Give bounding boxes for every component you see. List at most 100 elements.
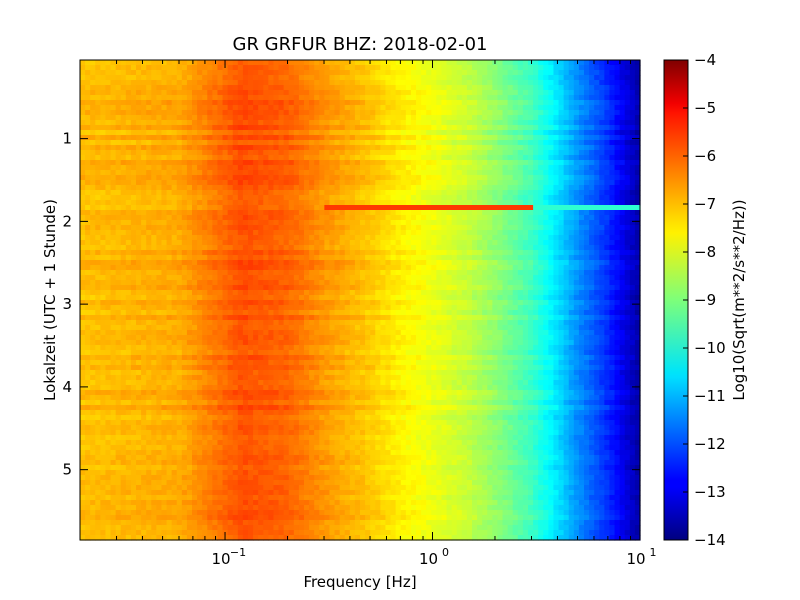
heatmap-cell bbox=[298, 190, 305, 196]
heatmap-cell bbox=[589, 115, 595, 121]
heatmap-cell bbox=[548, 195, 555, 201]
heatmap-cell bbox=[436, 235, 443, 241]
heatmap-cell bbox=[568, 220, 575, 226]
heatmap-cell bbox=[248, 120, 254, 126]
heatmap-cell bbox=[90, 120, 96, 126]
heatmap-cell bbox=[171, 265, 178, 271]
heatmap-cell bbox=[125, 235, 132, 241]
heatmap-cell bbox=[212, 95, 219, 101]
heatmap-cell bbox=[589, 205, 595, 211]
heatmap-cell bbox=[466, 65, 473, 71]
heatmap-cell bbox=[553, 225, 560, 231]
heatmap-cell bbox=[426, 140, 432, 146]
heatmap-cell bbox=[573, 100, 580, 106]
heatmap-cell bbox=[451, 250, 458, 256]
heatmap-cell bbox=[227, 65, 234, 71]
heatmap-cell bbox=[512, 255, 519, 261]
heatmap-cell bbox=[354, 150, 361, 156]
heatmap-cell bbox=[146, 115, 152, 121]
heatmap-cell bbox=[115, 190, 122, 196]
heatmap-cell bbox=[202, 115, 208, 121]
heatmap-cell bbox=[120, 210, 127, 216]
heatmap-cell bbox=[329, 170, 336, 176]
heatmap-cell bbox=[125, 125, 132, 131]
heatmap-cell bbox=[217, 190, 224, 196]
heatmap-cell bbox=[477, 220, 483, 226]
heatmap-cell bbox=[105, 170, 112, 176]
heatmap-cell bbox=[222, 255, 229, 261]
heatmap-cell bbox=[466, 230, 473, 236]
heatmap-cell bbox=[207, 200, 213, 206]
heatmap-cell bbox=[584, 275, 590, 281]
heatmap-cell bbox=[273, 225, 280, 231]
heatmap-cell bbox=[339, 180, 346, 186]
heatmap-cell bbox=[349, 205, 356, 211]
heatmap-cell bbox=[568, 80, 575, 86]
heatmap-cell bbox=[390, 140, 397, 146]
heatmap-cell bbox=[95, 285, 101, 291]
heatmap-cell bbox=[181, 130, 188, 136]
heatmap-cell bbox=[166, 150, 173, 156]
heatmap-cell bbox=[553, 230, 560, 236]
heatmap-cell bbox=[95, 135, 101, 141]
heatmap-cell bbox=[181, 70, 188, 76]
heatmap-cell bbox=[90, 135, 96, 141]
heatmap-cell bbox=[202, 135, 208, 141]
heatmap-cell bbox=[146, 75, 152, 81]
heatmap-cell bbox=[461, 70, 468, 76]
heatmap-cell bbox=[288, 210, 295, 216]
heatmap-cell bbox=[207, 210, 213, 216]
heatmap-cell bbox=[161, 75, 168, 81]
heatmap-cell bbox=[339, 160, 346, 166]
heatmap-cell bbox=[319, 190, 325, 196]
heatmap-cell bbox=[273, 160, 280, 166]
heatmap-cell bbox=[339, 120, 346, 126]
heatmap-cell bbox=[288, 240, 295, 246]
heatmap-cell bbox=[609, 220, 616, 226]
heatmap-cell bbox=[380, 155, 387, 161]
heatmap-cell bbox=[268, 255, 275, 261]
heatmap-cell bbox=[456, 145, 463, 151]
heatmap-cell bbox=[278, 215, 285, 221]
heatmap-cell bbox=[451, 195, 458, 201]
heatmap-cell bbox=[375, 135, 381, 141]
heatmap-cell bbox=[242, 285, 249, 291]
heatmap-cell bbox=[298, 225, 305, 231]
heatmap-cell bbox=[614, 200, 621, 206]
heatmap-cell bbox=[584, 235, 590, 241]
heatmap-cell bbox=[141, 220, 147, 226]
heatmap-cell bbox=[446, 200, 453, 206]
heatmap-cell bbox=[349, 180, 356, 186]
heatmap-cell bbox=[563, 200, 570, 206]
heatmap-cell bbox=[629, 195, 636, 201]
heatmap-cell bbox=[268, 100, 275, 106]
heatmap-cell bbox=[380, 170, 387, 176]
heatmap-cell bbox=[410, 100, 417, 106]
heatmap-cell bbox=[477, 130, 483, 136]
heatmap-cell bbox=[161, 210, 168, 216]
heatmap-cell bbox=[90, 85, 96, 91]
heatmap-cell bbox=[472, 280, 478, 286]
heatmap-cell bbox=[100, 175, 107, 181]
heatmap-cell bbox=[558, 215, 565, 221]
heatmap-cell bbox=[517, 260, 524, 266]
heatmap-cell bbox=[451, 110, 458, 116]
heatmap-cell bbox=[472, 160, 478, 166]
heatmap-cell bbox=[466, 255, 473, 261]
heatmap-cell bbox=[242, 75, 249, 81]
heatmap-cell bbox=[237, 125, 244, 131]
heatmap-cell bbox=[217, 80, 224, 86]
heatmap-cell bbox=[380, 85, 387, 91]
heatmap-cell bbox=[273, 195, 280, 201]
heatmap-cell bbox=[360, 130, 366, 136]
heatmap-cell bbox=[528, 210, 534, 216]
heatmap-cell bbox=[314, 120, 320, 126]
heatmap-cell bbox=[95, 270, 101, 276]
heatmap-cell bbox=[482, 60, 488, 66]
heatmap-cell bbox=[528, 60, 534, 66]
heatmap-cell bbox=[324, 250, 331, 256]
heatmap-cell bbox=[599, 155, 605, 161]
heatmap-cell bbox=[141, 120, 147, 126]
heatmap-cell bbox=[202, 105, 208, 111]
heatmap-cell bbox=[273, 215, 280, 221]
